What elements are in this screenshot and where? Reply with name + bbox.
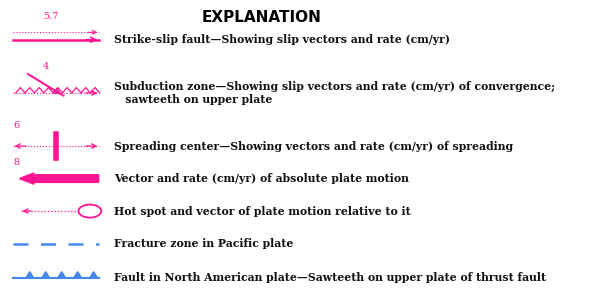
Text: 8: 8 <box>13 158 19 167</box>
Text: EXPLANATION: EXPLANATION <box>202 10 322 25</box>
Text: Fault in North American plate—Sawteeth on upper plate of thrust fault: Fault in North American plate—Sawteeth o… <box>114 272 547 283</box>
Polygon shape <box>74 272 81 278</box>
Text: Subduction zone—Showing slip vectors and rate (cm/yr) of convergence;
   sawteet: Subduction zone—Showing slip vectors and… <box>114 81 556 105</box>
Polygon shape <box>58 272 65 278</box>
Polygon shape <box>26 272 34 278</box>
FancyArrow shape <box>19 173 98 184</box>
Text: Hot spot and vector of plate motion relative to it: Hot spot and vector of plate motion rela… <box>114 206 411 216</box>
Text: 4: 4 <box>43 62 49 71</box>
Text: Strike-slip fault—Showing slip vectors and rate (cm/yr): Strike-slip fault—Showing slip vectors a… <box>114 34 450 45</box>
Polygon shape <box>42 272 49 278</box>
Text: Fracture zone in Pacific plate: Fracture zone in Pacific plate <box>114 238 293 249</box>
Polygon shape <box>90 272 97 278</box>
Text: Vector and rate (cm/yr) of absolute plate motion: Vector and rate (cm/yr) of absolute plat… <box>114 173 409 184</box>
Text: 5.7: 5.7 <box>43 11 58 20</box>
Text: Spreading center—Showing vectors and rate (cm/yr) of spreading: Spreading center—Showing vectors and rat… <box>114 141 514 152</box>
Text: 6: 6 <box>13 121 19 130</box>
